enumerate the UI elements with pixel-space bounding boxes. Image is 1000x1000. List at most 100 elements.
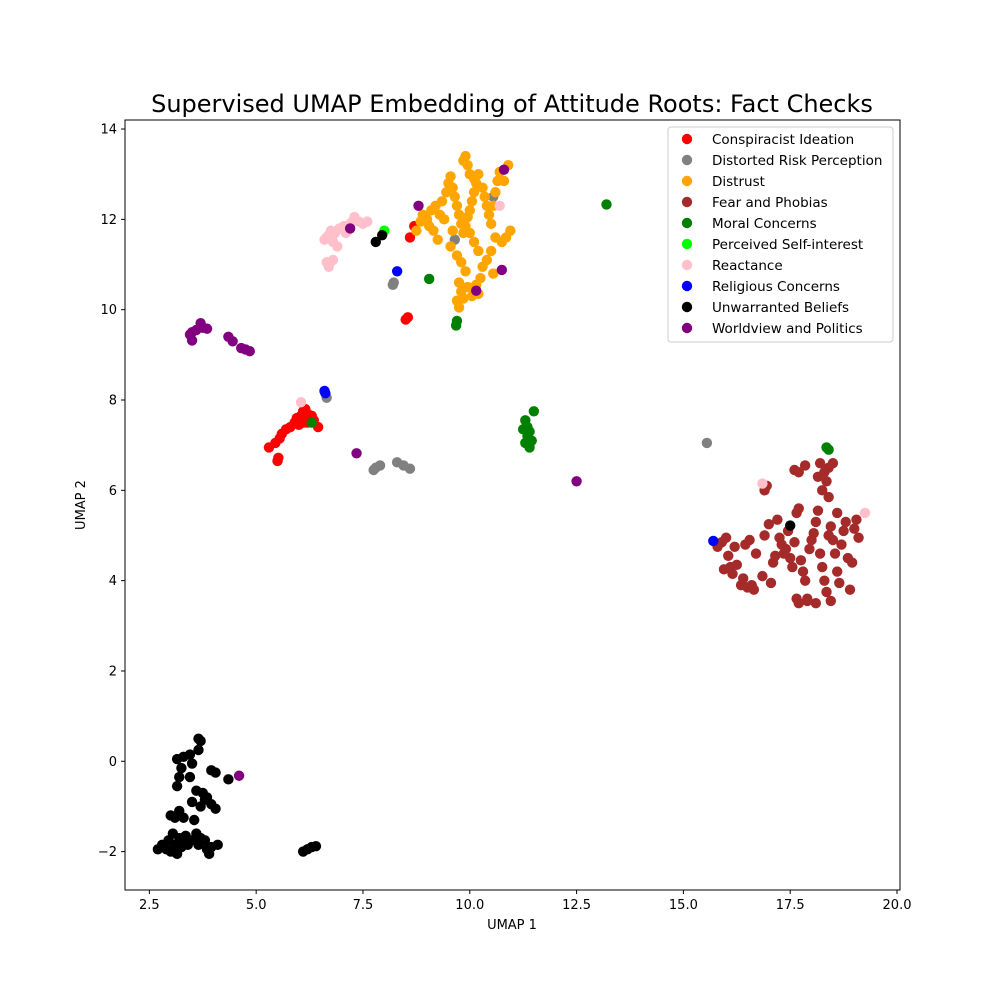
data-point <box>853 532 864 543</box>
data-point <box>720 532 732 543</box>
data-point <box>460 266 471 277</box>
data-point <box>802 595 813 607</box>
data-point <box>601 199 612 210</box>
series-4 <box>306 199 834 455</box>
data-point <box>456 257 467 268</box>
data-point <box>718 564 730 575</box>
data-point <box>840 516 851 528</box>
data-point <box>199 835 211 846</box>
data-point <box>451 200 463 212</box>
data-point <box>791 593 802 604</box>
data-point <box>729 541 740 552</box>
data-point <box>184 771 196 783</box>
data-point <box>770 550 781 562</box>
legend-marker <box>681 133 693 145</box>
data-point <box>819 575 830 586</box>
data-point <box>423 273 435 285</box>
series-0 <box>263 220 420 467</box>
data-point <box>498 175 510 187</box>
data-point <box>227 336 238 347</box>
data-point <box>450 320 462 331</box>
data-point <box>823 444 834 455</box>
data-point <box>526 435 537 446</box>
data-point <box>462 159 473 171</box>
data-point <box>825 521 836 532</box>
points-layer <box>152 150 871 860</box>
data-point <box>744 534 755 546</box>
data-point <box>201 792 213 803</box>
data-point <box>804 543 815 555</box>
legend-marker <box>681 175 693 187</box>
data-point <box>460 150 471 162</box>
data-point <box>464 227 475 239</box>
data-point <box>370 236 381 248</box>
series-1 <box>321 191 713 476</box>
data-point <box>186 335 198 346</box>
data-point <box>295 397 307 408</box>
data-point <box>473 245 484 257</box>
data-point <box>780 543 792 555</box>
data-point <box>462 281 473 293</box>
y-tick-label: 2 <box>109 664 117 679</box>
legend: Conspiracist Ideation Distorted Risk Perc… <box>667 126 894 343</box>
y-axis-label: UMAP 2 <box>74 480 89 530</box>
data-point <box>742 582 753 593</box>
data-point <box>477 182 488 193</box>
data-point <box>402 312 414 323</box>
data-point <box>362 216 373 227</box>
data-point <box>432 234 443 245</box>
plot-frame <box>124 119 901 891</box>
data-point <box>814 458 826 469</box>
data-point <box>849 523 860 534</box>
data-point <box>212 839 223 851</box>
legend-marker <box>681 196 693 208</box>
data-point <box>376 229 388 241</box>
data-point <box>701 437 713 449</box>
data-point <box>436 196 448 207</box>
legend-box <box>667 126 894 343</box>
legend-marker <box>681 322 693 334</box>
data-point <box>391 266 403 277</box>
data-point <box>411 225 422 236</box>
y-tick-label: 10 <box>100 303 117 318</box>
x-tick-label: 15.0 <box>669 898 698 913</box>
data-point <box>793 467 804 478</box>
data-point <box>851 514 862 525</box>
data-point <box>447 182 458 193</box>
data-point <box>458 293 469 304</box>
data-point <box>836 539 847 550</box>
data-point <box>423 220 435 232</box>
data-point <box>787 561 798 573</box>
data-point <box>757 478 768 489</box>
x-tick-label: 12.5 <box>562 898 591 913</box>
data-point <box>846 557 858 568</box>
data-point <box>528 406 540 417</box>
data-point <box>759 530 770 541</box>
data-point <box>485 218 497 230</box>
data-point <box>524 426 535 437</box>
x-tick-label: 17.5 <box>776 898 805 913</box>
legend-entry: Reactance <box>712 258 783 274</box>
data-point <box>210 803 221 814</box>
data-point <box>404 463 416 474</box>
series-3 <box>712 458 864 609</box>
y-tick-label: 0 <box>109 755 117 770</box>
data-point <box>273 452 284 464</box>
data-point <box>184 749 196 760</box>
data-point <box>708 535 719 547</box>
legend-entry: Unwarranted Beliefs <box>712 300 849 316</box>
data-point <box>404 232 416 243</box>
data-point <box>178 812 189 823</box>
data-point <box>727 568 738 580</box>
data-point <box>490 187 501 198</box>
legend-marker <box>681 154 693 166</box>
series-2 <box>411 150 516 313</box>
y-tick-label: −2 <box>98 845 117 860</box>
x-tick-label: 5.0 <box>246 898 267 913</box>
legend-entry: Moral Concerns <box>712 216 817 232</box>
data-point <box>174 771 185 783</box>
data-point <box>344 223 356 234</box>
data-point <box>772 514 783 525</box>
data-point <box>808 528 819 539</box>
